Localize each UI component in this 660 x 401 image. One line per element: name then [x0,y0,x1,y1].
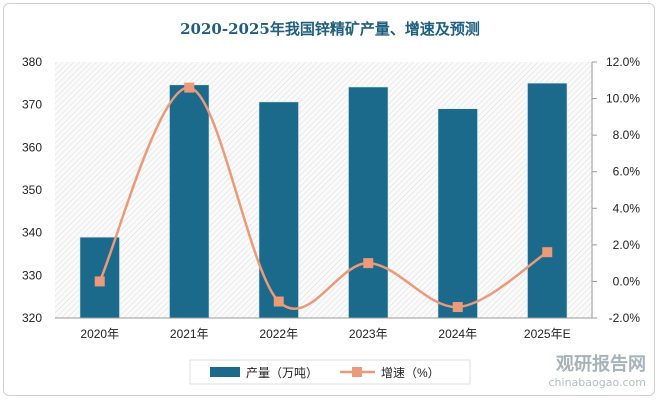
growth-point-0 [94,276,105,287]
chart-title: 2020-2025年我国锌精矿产量、增速及预测 [180,20,480,38]
y-right-tick: 4.0% [613,201,641,215]
legend-bar-swatch [210,367,240,377]
y-left-tick: 320 [22,311,42,325]
bar-1 [168,84,210,319]
y-left-tick: 330 [22,268,42,282]
y-right-tick: 12.0% [606,55,640,69]
y-left-tick: 380 [22,55,42,69]
y-right-tick: 6.0% [613,165,641,179]
x-tick: 2023年 [349,327,388,341]
x-tick: 2021年 [170,327,209,341]
y-right-tick: 8.0% [613,128,641,142]
legend-line-label: 增速（%） [381,366,440,380]
watermark: 观研报告网 chinabaogao.com [549,350,647,389]
watermark-logo: 观研报告网 [556,354,646,375]
plot-area [55,62,592,318]
bar-5 [526,82,568,319]
bar-4 [437,108,479,319]
legend-bar-label: 产量（万吨） [246,366,318,380]
y-right-tick: 0.0% [613,274,641,288]
y-left-tick: 340 [22,226,42,240]
watermark-site: chinabaogao.com [548,376,647,389]
x-tick: 2024年 [438,327,477,341]
y-left-tick: 370 [22,98,42,112]
y-right-tick: -2.0% [609,311,641,325]
y-left-tick: 350 [22,183,42,197]
growth-point-4 [452,302,463,313]
y-right-tick: 10.0% [606,92,640,106]
bar-2 [258,101,300,319]
x-tick: 2025年E [524,327,571,341]
growth-point-5 [542,247,553,258]
x-tick: 2020年 [80,327,119,341]
bar-3 [347,86,389,319]
growth-point-3 [363,258,374,269]
growth-point-1 [184,82,195,93]
growth-point-2 [273,296,284,307]
legend-line-marker [352,367,362,377]
y-left-tick: 360 [22,140,42,154]
legend: 产量（万吨） 增速（%） [189,359,471,385]
chart-frame [3,3,655,396]
x-tick: 2022年 [259,327,298,341]
y-right-tick: 2.0% [613,238,641,252]
